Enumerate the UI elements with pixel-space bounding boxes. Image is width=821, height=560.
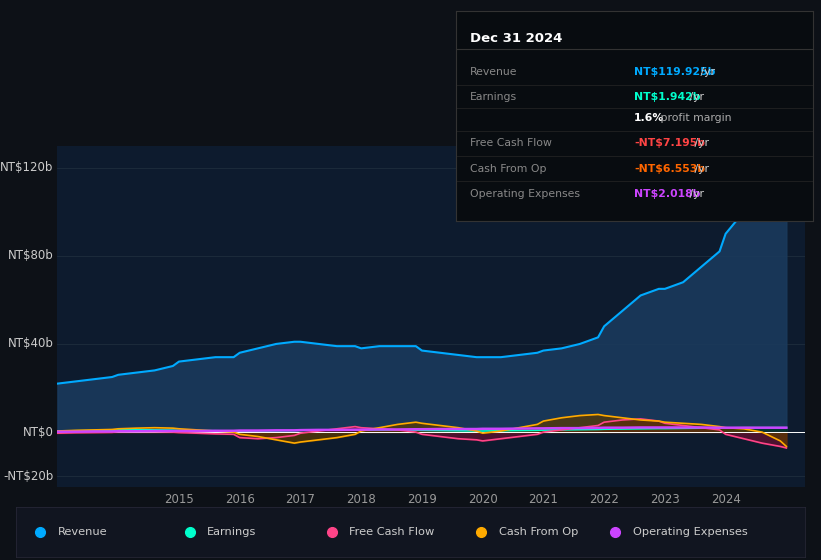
Text: profit margin: profit margin xyxy=(657,113,732,123)
Text: NT$2.018b: NT$2.018b xyxy=(635,189,700,199)
Text: Free Cash Flow: Free Cash Flow xyxy=(470,138,552,148)
Text: NT$0: NT$0 xyxy=(23,426,53,438)
Text: Operating Expenses: Operating Expenses xyxy=(633,527,747,537)
Text: -NT$20b: -NT$20b xyxy=(3,470,53,483)
Text: Revenue: Revenue xyxy=(470,67,517,77)
Text: /yr: /yr xyxy=(686,189,704,199)
Text: Cash From Op: Cash From Op xyxy=(470,164,547,174)
Text: NT$120b: NT$120b xyxy=(0,161,53,174)
Text: Earnings: Earnings xyxy=(207,527,256,537)
Text: NT$119.925b: NT$119.925b xyxy=(635,67,716,77)
Text: /yr: /yr xyxy=(697,67,715,77)
Text: Dec 31 2024: Dec 31 2024 xyxy=(470,32,562,45)
Text: -NT$6.553b: -NT$6.553b xyxy=(635,164,705,174)
Text: NT$40b: NT$40b xyxy=(8,338,53,351)
Text: Free Cash Flow: Free Cash Flow xyxy=(349,527,434,537)
Text: NT$1.942b: NT$1.942b xyxy=(635,92,700,102)
Text: Operating Expenses: Operating Expenses xyxy=(470,189,580,199)
Text: NT$80b: NT$80b xyxy=(8,249,53,262)
Text: /yr: /yr xyxy=(691,138,709,148)
Text: Revenue: Revenue xyxy=(57,527,107,537)
Text: -NT$7.195b: -NT$7.195b xyxy=(635,138,705,148)
Text: /yr: /yr xyxy=(691,164,709,174)
Text: Cash From Op: Cash From Op xyxy=(499,527,578,537)
Text: Earnings: Earnings xyxy=(470,92,517,102)
Text: /yr: /yr xyxy=(686,92,704,102)
Text: 1.6%: 1.6% xyxy=(635,113,664,123)
